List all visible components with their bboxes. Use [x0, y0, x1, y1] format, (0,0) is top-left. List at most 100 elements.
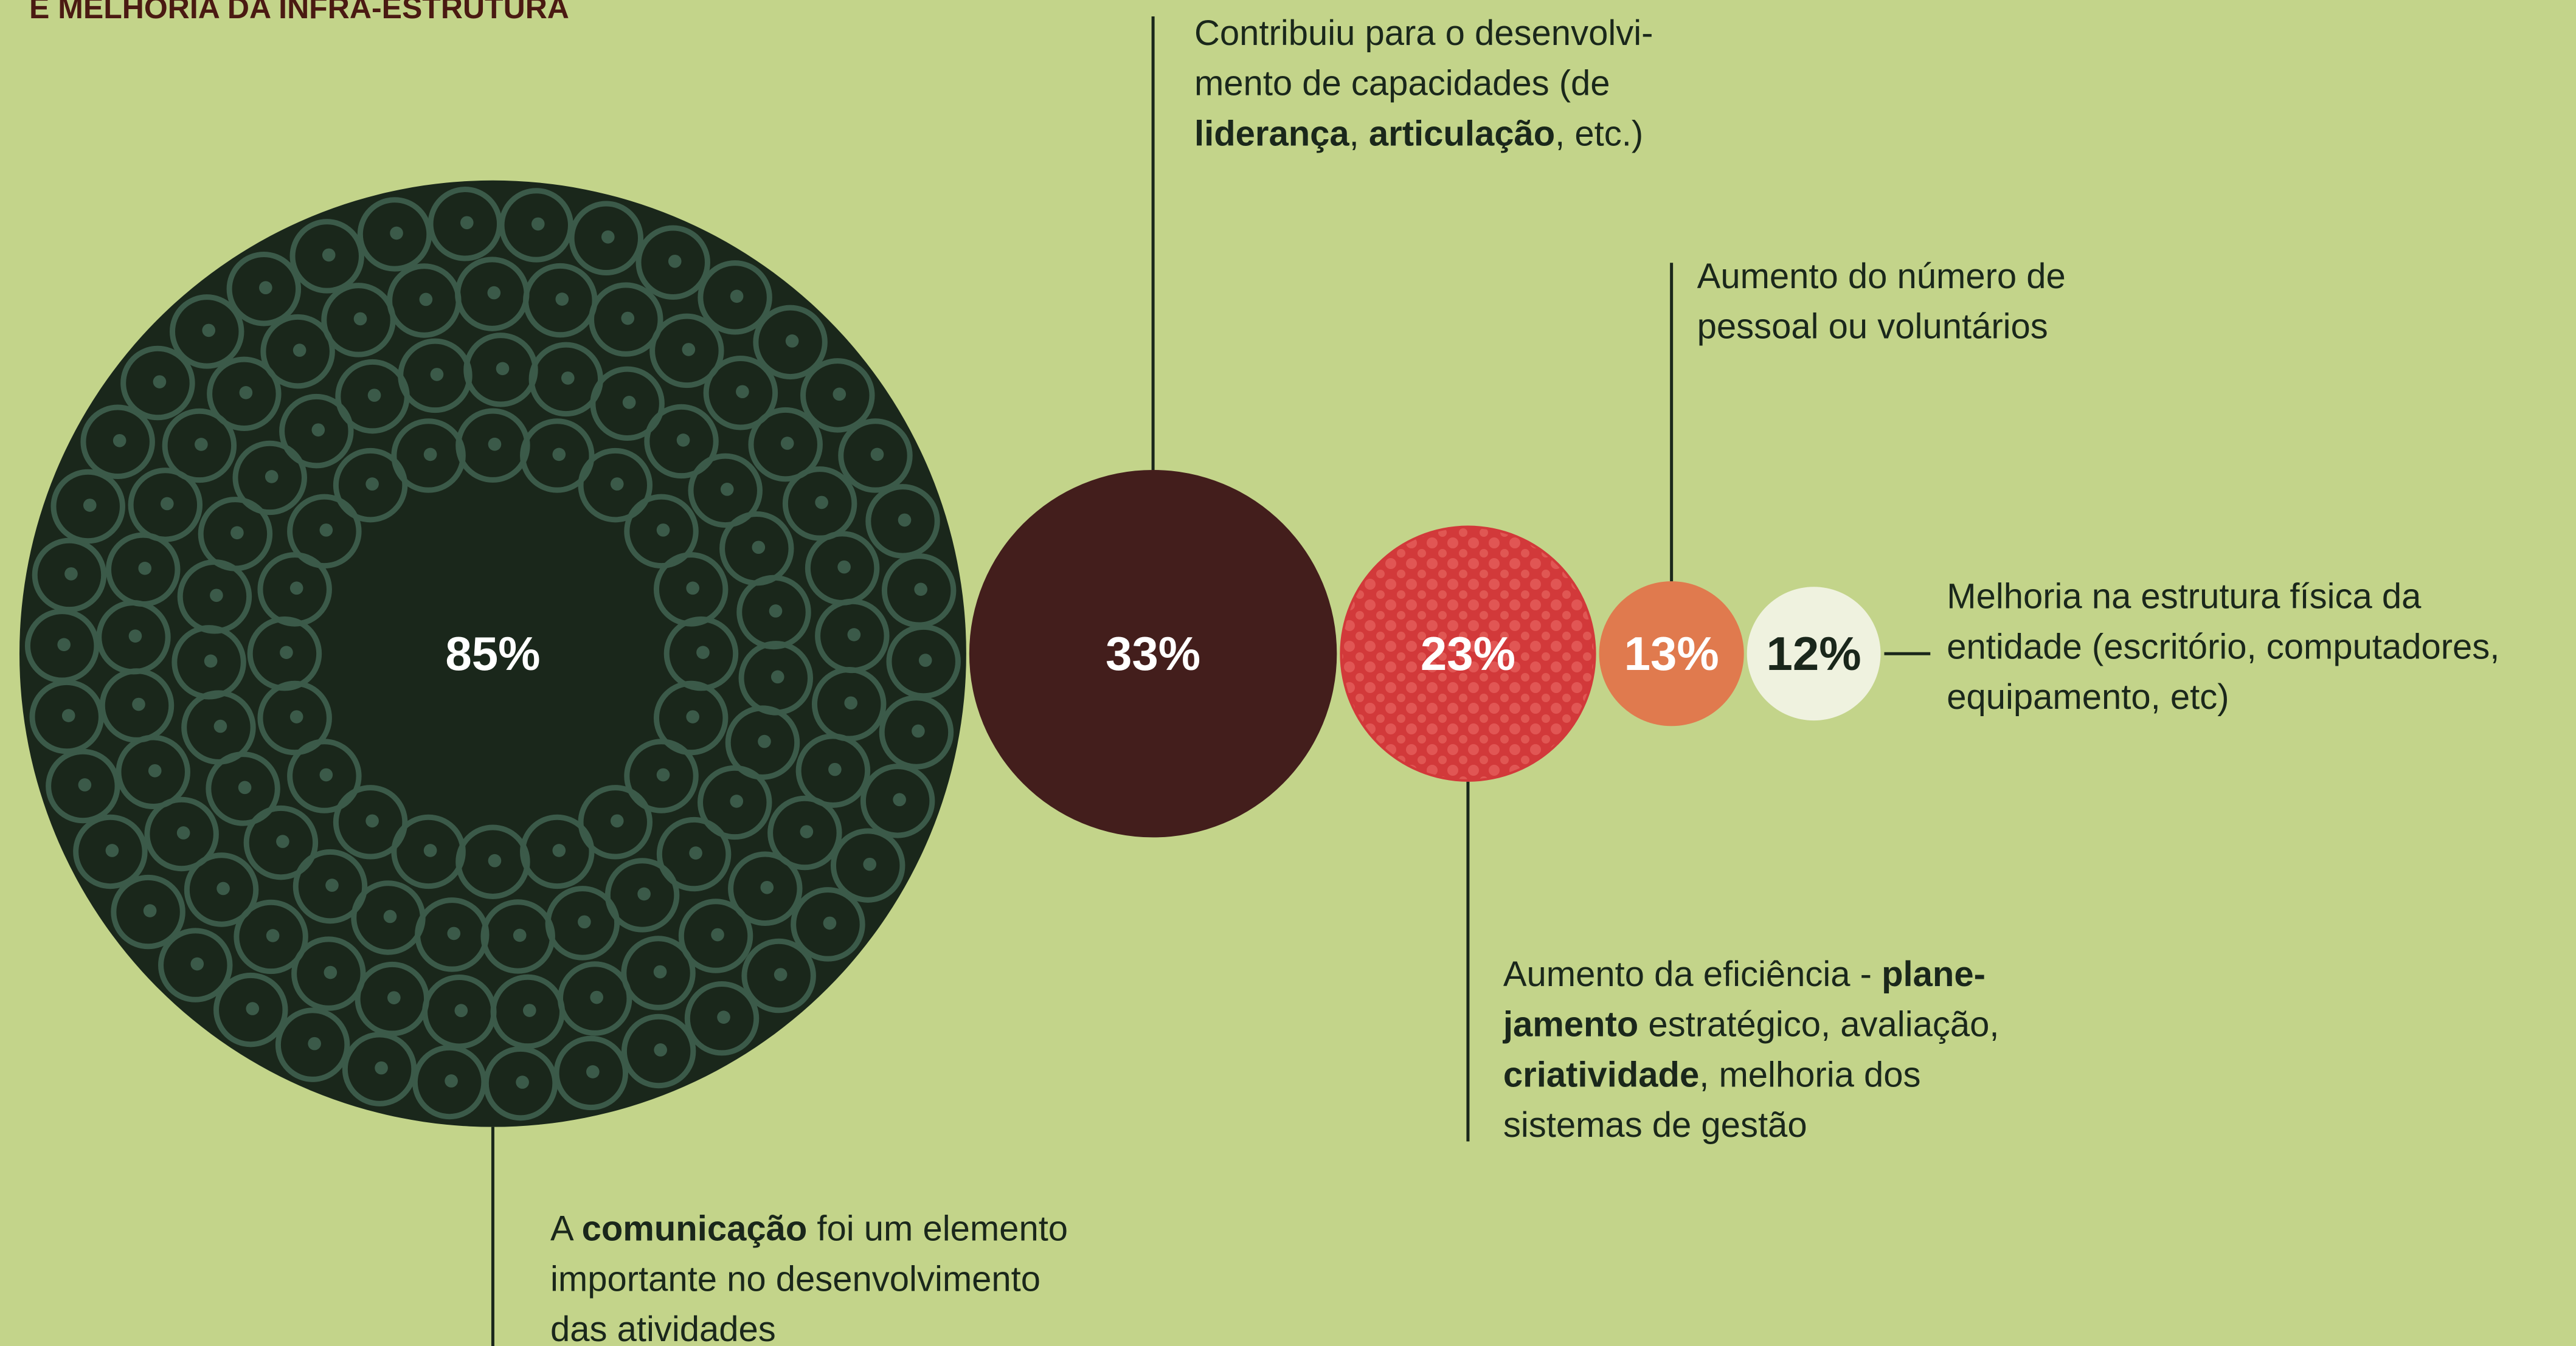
decor-dot	[161, 497, 174, 511]
annotation-line: entidade (escritório, computadores,	[1947, 627, 2499, 666]
decor-dot	[711, 928, 724, 942]
decor-dot	[677, 433, 690, 447]
decor-dot	[195, 438, 208, 451]
annotation-line: mento de capacidades (de	[1194, 64, 1610, 103]
decor-dot	[308, 1037, 321, 1051]
decor-dot	[717, 1010, 730, 1024]
annotation-line: sistemas de gestão	[1503, 1105, 1807, 1145]
decor-dot	[898, 514, 912, 527]
value-label: 13%	[1624, 627, 1719, 680]
decor-dot	[623, 396, 636, 409]
decor-dot	[523, 1004, 536, 1017]
decor-dot	[447, 927, 460, 940]
decor-dot	[324, 966, 338, 979]
decor-dot	[863, 858, 876, 871]
decor-dot	[280, 646, 293, 659]
annotation-text: Aumento da eficiência -	[1503, 954, 1882, 994]
decor-dot	[781, 437, 794, 450]
decor-dot	[590, 991, 603, 1004]
annotation-bold: comunicação	[582, 1209, 808, 1249]
decor-dot	[578, 916, 591, 929]
annotation-line: Melhoria na estrutura física da	[1947, 577, 2422, 616]
decor-dot	[488, 854, 502, 868]
decor-dot	[64, 567, 78, 581]
chart: E MELHORIA DA INFRA-ESTRUTURA 85% 33% 23% 1…	[0, 0, 2576, 1346]
decor-dot	[555, 292, 569, 306]
decor-dot	[62, 709, 75, 722]
decor-dot	[516, 1075, 529, 1089]
annotation-text: pessoal ou voluntários	[1697, 307, 2048, 347]
decor-dot	[837, 561, 851, 574]
decor-dot	[689, 846, 702, 860]
decor-dot	[786, 334, 799, 348]
decor-dot	[460, 216, 474, 229]
annotation-line: jamento estratégico, avaliação,	[1503, 1005, 2000, 1044]
decor-dot	[760, 881, 774, 894]
annotation-text: Contribuiu para o desenvolvi-	[1194, 13, 1653, 53]
annotation-text: Melhoria na estrutura física da	[1947, 577, 2422, 616]
annotation-bold: articulação	[1369, 114, 1555, 153]
annotation-bold: jamento	[1503, 1005, 1638, 1044]
decor-dot	[153, 375, 167, 388]
decor-dot	[246, 1002, 259, 1015]
decor-dot	[611, 814, 624, 827]
decor-dot	[106, 844, 119, 857]
decor-dot	[276, 835, 289, 848]
decor-dot	[290, 710, 303, 723]
decor-dot	[721, 483, 734, 496]
decor-dot	[202, 324, 215, 337]
decor-dot	[914, 583, 927, 596]
decor-dot	[266, 929, 280, 942]
decor-dot	[771, 671, 784, 684]
decor-dot	[320, 523, 333, 537]
decor-dot	[214, 720, 227, 733]
decor-dot	[871, 448, 884, 461]
annotation-line: importante no desenvolvimento	[550, 1259, 1040, 1299]
value-label: 85%	[445, 627, 540, 680]
decor-dot	[78, 778, 92, 792]
decor-dot	[265, 470, 279, 483]
decor-dot	[320, 768, 333, 782]
decor-dot	[424, 448, 437, 461]
value-label: 33%	[1106, 627, 1200, 680]
decor-dot	[354, 312, 367, 326]
decor-dot	[424, 844, 437, 857]
decor-dot	[375, 1061, 388, 1075]
chart-title: E MELHORIA DA INFRA-ESTRUTURA	[29, 0, 569, 25]
annotation-text: estratégico, avaliação,	[1638, 1005, 1999, 1044]
decor-dot	[390, 227, 403, 240]
decor-dot	[586, 1065, 600, 1079]
decor-dot	[132, 698, 145, 711]
annotation-line: Contribuiu para o desenvolvi-	[1194, 13, 1653, 53]
annotation-line: equipamento, etc)	[1947, 677, 2229, 717]
decor-dot	[774, 968, 788, 981]
decor-dot	[736, 385, 749, 398]
value-label: 23%	[1421, 627, 1515, 680]
decor-dot	[216, 882, 230, 896]
annotation-text: , melhoria dos	[1699, 1055, 1920, 1094]
decor-dot	[730, 795, 743, 808]
decor-dot	[113, 434, 126, 447]
annotation-bold: criatividade	[1503, 1055, 1699, 1094]
decor-dot	[368, 388, 381, 402]
decor-dot	[488, 438, 502, 451]
decor-dot	[919, 654, 932, 667]
decor-dot	[259, 281, 272, 294]
decor-dot	[686, 582, 699, 595]
decor-dot	[488, 286, 501, 300]
annotation-line: das atividades	[550, 1310, 776, 1346]
decor-dot	[844, 696, 857, 709]
decor-dot	[823, 917, 837, 930]
decor-dot	[848, 628, 861, 641]
decor-dot	[611, 477, 624, 491]
annotation-text: equipamento, etc)	[1947, 677, 2229, 717]
annotation-bold: plane-	[1882, 954, 1986, 994]
decor-dot	[815, 496, 828, 509]
decor-dot	[445, 1074, 458, 1088]
annotation-text: Aumento do número de	[1697, 257, 2066, 296]
decor-dot	[365, 477, 379, 491]
decor-dot	[654, 965, 667, 979]
decor-dot	[322, 249, 336, 262]
annotation-text: sistemas de gestão	[1503, 1105, 1807, 1145]
decor-dot	[637, 888, 651, 901]
